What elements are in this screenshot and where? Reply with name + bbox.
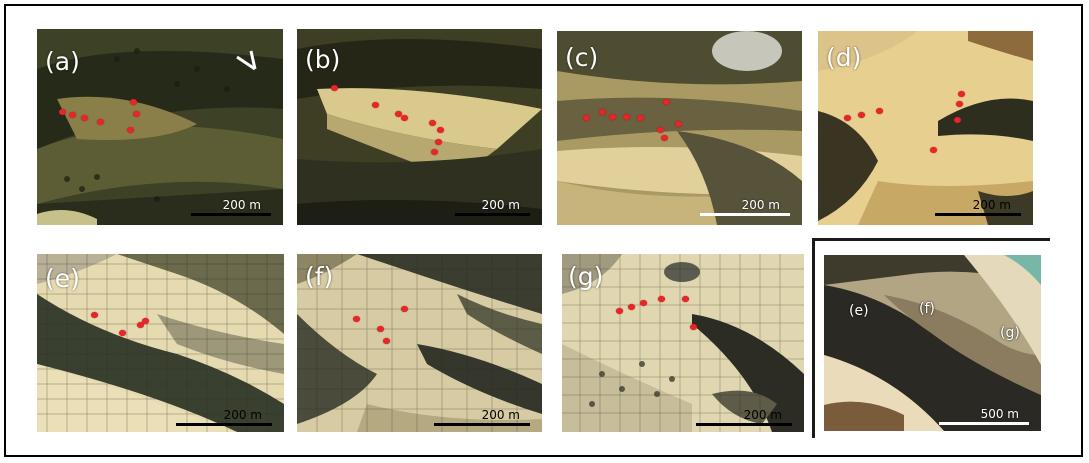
red-marker [958, 91, 965, 97]
red-marker [142, 318, 149, 324]
scale-label: 200 m [972, 198, 1011, 212]
red-marker [81, 115, 88, 121]
red-marker [623, 114, 630, 120]
red-marker [690, 324, 697, 330]
red-marker [377, 326, 384, 332]
map-panel-f: (f) 200 m [297, 254, 542, 432]
red-marker [353, 316, 360, 322]
red-marker [437, 127, 444, 133]
satellite-image-overview [824, 255, 1041, 431]
red-marker [372, 102, 379, 108]
red-marker [331, 85, 338, 91]
red-marker [599, 109, 606, 115]
red-marker [91, 312, 98, 318]
panel-label-a: (a) [45, 47, 80, 76]
red-marker [97, 119, 104, 125]
panel-label-d: (d) [826, 43, 862, 72]
map-panel-e: (e) 200 m [37, 254, 284, 432]
figure-frame [4, 4, 1083, 457]
red-marker [954, 117, 961, 123]
scale-label: 200 m [743, 408, 782, 422]
map-panel-a: (a) 200 m [37, 29, 283, 225]
scale-label: 200 m [223, 408, 262, 422]
scale-label: 200 m [481, 198, 520, 212]
red-marker [858, 112, 865, 118]
red-marker [675, 121, 682, 127]
scale-bar-d: 200 m [935, 198, 1021, 216]
red-marker [609, 114, 616, 120]
scale-bar-e: 200 m [176, 408, 272, 426]
scale-line [696, 423, 792, 426]
overview-panel: (e) (f) (g) 500 m [824, 255, 1041, 431]
map-panel-c: (c) 200 m [557, 31, 802, 225]
red-marker [657, 127, 664, 133]
panel-label-g: (g) [568, 262, 604, 291]
scale-line [176, 423, 272, 426]
map-panel-b: (b) 200 m [297, 29, 542, 225]
scale-line [939, 422, 1029, 425]
overview-border-left [812, 238, 815, 438]
satellite-image-e [37, 254, 284, 432]
red-marker [844, 115, 851, 121]
grid-overlay-g [562, 254, 804, 432]
scale-bar-b: 200 m [455, 198, 530, 216]
grid-overlay-e [37, 254, 284, 432]
overview-sublabel-f: (f) [919, 301, 935, 317]
panel-label-c: (c) [565, 43, 599, 72]
red-marker [401, 306, 408, 312]
panel-label-e: (e) [45, 264, 80, 293]
overview-sublabel-g: (g) [1000, 325, 1020, 341]
red-marker [876, 108, 883, 114]
red-marker [137, 322, 144, 328]
red-marker [616, 308, 623, 314]
map-panel-g: (g) 200 m [562, 254, 804, 432]
scale-bar-overview: 500 m [939, 407, 1029, 425]
red-marker [127, 127, 134, 133]
red-marker [661, 135, 668, 141]
overview-sublabel-e: (e) [849, 303, 869, 319]
red-marker [435, 139, 442, 145]
scale-bar-g: 200 m [696, 408, 792, 426]
scale-line [434, 423, 530, 426]
red-marker [640, 300, 647, 306]
red-marker [59, 109, 66, 115]
panel-label-f: (f) [305, 262, 334, 291]
red-marker [658, 296, 665, 302]
red-marker [663, 99, 670, 105]
red-marker [130, 99, 137, 105]
scale-line [935, 213, 1021, 216]
scale-line [700, 213, 790, 216]
scale-bar-f: 200 m [434, 408, 530, 426]
red-marker [395, 111, 402, 117]
overview-border-top [812, 238, 1050, 241]
satellite-image-c [557, 31, 802, 225]
scale-label: 500 m [980, 407, 1019, 421]
scale-line [455, 213, 530, 216]
scale-bar-c: 200 m [700, 198, 790, 216]
scale-label: 200 m [222, 198, 261, 212]
red-marker [431, 149, 438, 155]
red-marker [682, 296, 689, 302]
scale-line [191, 213, 271, 216]
panel-label-b: (b) [305, 45, 341, 74]
red-marker [956, 101, 963, 107]
scale-label: 200 m [481, 408, 520, 422]
grid-overlay-f [297, 254, 542, 432]
red-marker [583, 115, 590, 121]
red-marker [119, 330, 126, 336]
red-marker [637, 115, 644, 121]
scale-bar-a: 200 m [191, 198, 271, 216]
red-marker [628, 304, 635, 310]
red-marker [69, 112, 76, 118]
scale-label: 200 m [741, 198, 780, 212]
red-marker [401, 115, 408, 121]
red-marker [133, 111, 140, 117]
map-panel-d: (d) 200 m [818, 31, 1033, 225]
red-marker [930, 147, 937, 153]
red-marker [383, 338, 390, 344]
red-marker [429, 120, 436, 126]
